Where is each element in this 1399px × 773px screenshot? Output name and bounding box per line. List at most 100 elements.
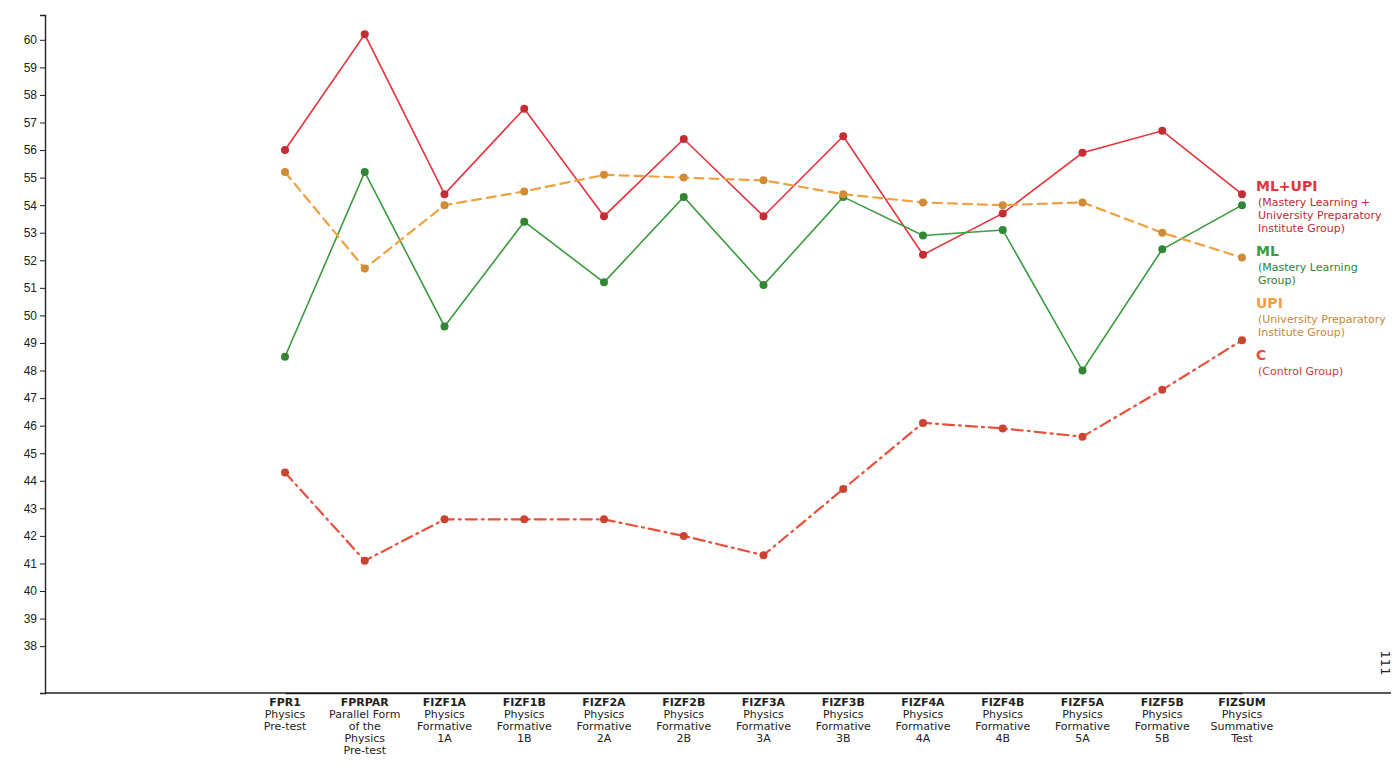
y-tick-mark: [40, 508, 45, 509]
series-marker: [281, 353, 289, 361]
x-tick-label: FIZF2BPhysicsFormative2B: [656, 696, 711, 745]
x-baseline: [45, 692, 1391, 693]
series-marker: [760, 281, 768, 289]
y-tick-mark: [40, 453, 45, 454]
y-tick: 48: [24, 364, 45, 378]
y-tick: 41: [24, 557, 45, 571]
series-marker: [600, 278, 608, 286]
y-tick-mark: [40, 591, 45, 592]
series-marker: [600, 515, 608, 523]
y-tick: 47: [24, 391, 45, 405]
x-tick-label: FIZF3APhysicsFormative3A: [736, 696, 791, 745]
y-tick: 56: [24, 143, 45, 157]
series-marker: [281, 168, 289, 176]
series-marker: [919, 419, 927, 427]
series-marker: [361, 557, 369, 565]
series-marker: [520, 515, 528, 523]
y-tick: 38: [24, 639, 45, 653]
y-tick-label: 40: [24, 584, 38, 598]
series-marker: [441, 515, 449, 523]
series-marker: [281, 469, 289, 477]
y-tick: 50: [24, 309, 45, 323]
series-marker: [919, 231, 927, 239]
y-tick-mark: [40, 481, 45, 482]
legend-item: ML+UPI(Mastery Learning +University Prep…: [1256, 178, 1382, 235]
y-tick: 60: [24, 33, 45, 47]
y-axis-line: [40, 16, 46, 694]
series-marker: [441, 190, 449, 198]
text-line: 3B: [836, 732, 851, 745]
series-marker: [600, 212, 608, 220]
y-tick: 51: [24, 281, 45, 295]
y-tick-mark: [40, 371, 45, 372]
series-marker: [1079, 198, 1087, 206]
series-marker: [839, 485, 847, 493]
y-tick-mark: [40, 398, 45, 399]
y-tick: 52: [24, 254, 45, 268]
series-marker: [680, 193, 688, 201]
series-line: [285, 340, 1242, 560]
text-line: Test: [1230, 732, 1253, 745]
y-tick-mark: [40, 67, 45, 68]
y-tick: 43: [24, 502, 45, 516]
y-tick-mark: [40, 536, 45, 537]
y-tick: 45: [24, 447, 45, 461]
y-tick: 44: [24, 474, 45, 488]
y-tick: 46: [24, 419, 45, 433]
legend-description: (Control Group): [1258, 365, 1343, 378]
text-line: 2B: [676, 732, 691, 745]
series-marker: [760, 551, 768, 559]
y-tick-mark: [40, 233, 45, 234]
text-line: (Mastery Learning +: [1258, 196, 1370, 209]
text-line: 1A: [437, 732, 452, 745]
series-marker: [839, 132, 847, 140]
y-tick-mark: [40, 288, 45, 289]
y-tick-label: 55: [24, 171, 38, 185]
legend-item: UPI(University PreparatoryInstitute Grou…: [1256, 295, 1386, 339]
series-marker: [680, 174, 688, 182]
series-marker: [441, 322, 449, 330]
y-tick: 58: [24, 88, 45, 102]
series-marker: [999, 424, 1007, 432]
series-marker: [1079, 149, 1087, 157]
y-tick-label: 58: [24, 88, 38, 102]
y-tick: 57: [24, 116, 45, 130]
y-tick-mark: [40, 315, 45, 316]
text-line: 4B: [995, 732, 1010, 745]
y-tick-label: 47: [24, 391, 38, 405]
x-tick-label: FIZF1BPhysicsFormative1B: [497, 696, 552, 745]
legend-name: C: [1256, 347, 1266, 363]
chart: 3839404142434445464748495051525354555657…: [0, 0, 1399, 773]
y-tick-mark: [40, 563, 45, 564]
legend-item: ML(Mastery LearningGroup): [1256, 243, 1358, 287]
y-tick: 54: [24, 199, 45, 213]
y-tick-mark: [40, 178, 45, 179]
y-tick-label: 56: [24, 143, 38, 157]
y-tick-label: 48: [24, 364, 38, 378]
y-tick: 39: [24, 612, 45, 626]
series-marker: [1238, 190, 1246, 198]
y-tick-label: 59: [24, 61, 38, 75]
legend-item: C (Control Group): [1256, 347, 1343, 378]
series-marker: [999, 226, 1007, 234]
series-marker: [361, 30, 369, 38]
y-tick-label: 39: [24, 612, 38, 626]
y-tick-mark: [40, 646, 45, 647]
x-tick-label: FIZF2APhysicsFormative2A: [576, 696, 631, 745]
text-line: 3A: [756, 732, 771, 745]
series-marker: [1238, 201, 1246, 209]
x-tick-label: FIZF5APhysicsFormative5A: [1055, 696, 1110, 745]
y-tick-mark: [40, 426, 45, 427]
series-line: [285, 172, 1242, 268]
series-line: [285, 172, 1242, 370]
y-tick-label: 50: [24, 309, 38, 323]
x-tick-label: FPR1PhysicsPre-test: [264, 696, 307, 733]
y-tick: 40: [24, 584, 45, 598]
legend: ML+UPI(Mastery Learning +University Prep…: [1256, 178, 1386, 378]
x-tick-label: FIZF3BPhysicsFormative3B: [816, 696, 871, 745]
x-tick-label: FPRPARParallel Formof thePhysicsPre-test: [329, 696, 400, 757]
series-marker: [760, 212, 768, 220]
y-tick: 55: [24, 171, 45, 185]
y-tick-mark: [40, 205, 45, 206]
text-line: Institute Group): [1258, 222, 1345, 235]
